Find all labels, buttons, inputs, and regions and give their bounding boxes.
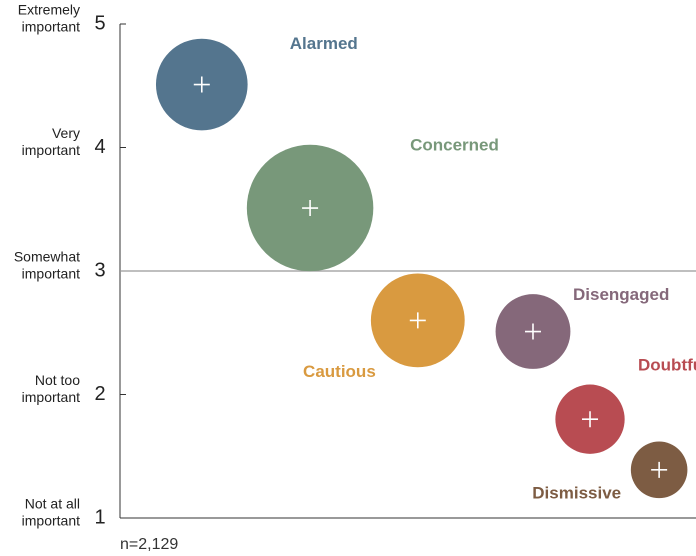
- bubble-label: Alarmed: [290, 34, 358, 53]
- y-tick-description: important: [22, 142, 80, 158]
- y-tick-description: Very: [52, 125, 80, 141]
- bubble-label: Concerned: [410, 135, 499, 154]
- bubble-label: Disengaged: [573, 285, 669, 304]
- y-tick-description: Not too: [35, 372, 80, 388]
- y-tick-description: Somewhat: [14, 249, 80, 265]
- y-tick-description: important: [22, 389, 80, 405]
- y-tick-label: 3: [94, 259, 105, 281]
- y-tick-description: Extremely: [18, 2, 80, 18]
- center-marker: [582, 411, 599, 428]
- center-marker: [409, 312, 426, 329]
- y-tick-description: important: [22, 513, 80, 529]
- y-tick-label: 2: [94, 383, 105, 405]
- y-tick-label: 4: [94, 136, 105, 158]
- sample-note: n=2,129: [120, 536, 178, 553]
- y-tick-label: 5: [94, 12, 105, 34]
- y-tick-label: 1: [94, 506, 105, 528]
- center-marker: [524, 323, 541, 340]
- bubble-label: Cautious: [303, 362, 376, 381]
- center-marker: [302, 200, 319, 217]
- center-marker: [651, 461, 668, 478]
- y-tick-description: important: [22, 19, 80, 35]
- center-marker: [193, 76, 210, 93]
- y-tick-description: important: [22, 266, 80, 282]
- bubble-label: Dismissive: [532, 483, 621, 502]
- y-tick-description: Not at all: [25, 496, 80, 512]
- bubble-label: Doubtful: [638, 356, 696, 375]
